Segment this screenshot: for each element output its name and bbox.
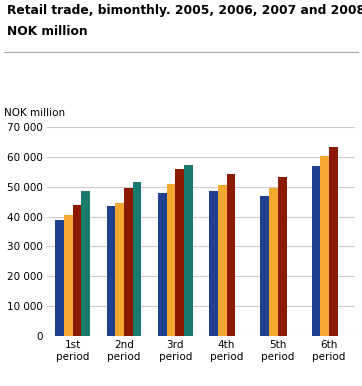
Text: NOK million: NOK million (4, 108, 65, 118)
Bar (218, 185, 227, 336)
Bar (167, 184, 175, 336)
Text: Retail trade, bimonthly. 2005, 2006, 2007 and 2008.: Retail trade, bimonthly. 2005, 2006, 200… (7, 4, 362, 17)
Bar (278, 176, 287, 336)
Bar (320, 156, 329, 336)
Text: NOK million: NOK million (7, 25, 88, 38)
Bar (227, 174, 235, 336)
Bar (175, 169, 184, 336)
Bar (73, 205, 81, 336)
Bar (269, 188, 278, 336)
Bar (81, 191, 90, 336)
Bar (158, 193, 167, 336)
Bar (260, 196, 269, 336)
Bar (124, 188, 133, 336)
Bar (115, 203, 124, 336)
Bar (184, 164, 193, 336)
Bar (312, 166, 320, 336)
Bar (106, 206, 115, 336)
Bar (64, 215, 73, 336)
Bar (133, 183, 142, 336)
Bar (55, 220, 64, 336)
Bar (209, 191, 218, 336)
Bar (329, 147, 338, 336)
